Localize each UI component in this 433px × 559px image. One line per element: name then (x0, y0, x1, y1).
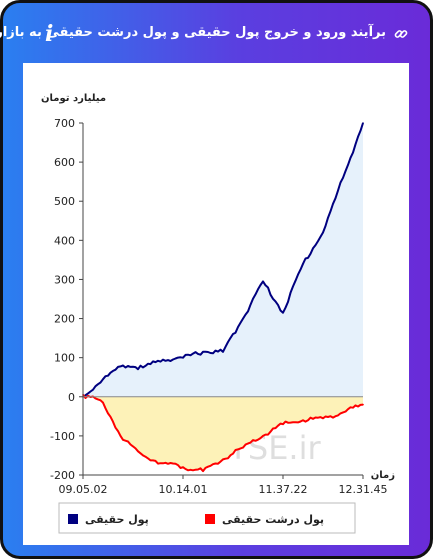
area-real (83, 123, 363, 397)
x-tick-label: 10.14.01 (159, 483, 208, 496)
legend-label-big: پول درشت حقیقی (222, 513, 324, 526)
data-point (362, 122, 364, 124)
data-point (222, 351, 224, 353)
y-tick-label: 300 (54, 273, 75, 286)
chart-panel: میلیارد تومان زمان LiveTSE.ir 700 600 500 4… (23, 63, 409, 545)
widget-title: برآیند ورود و خروج پول حقیقی و پول درشت … (0, 25, 386, 40)
legend-label-real: پول حقیقی (85, 513, 149, 526)
x-tick-label: 12.31.45 (339, 483, 388, 496)
y-axis-label: میلیارد تومان (41, 93, 106, 104)
data-point (162, 358, 164, 361)
data-point (302, 263, 304, 265)
chart: میلیارد تومان زمان LiveTSE.ir 7006005004… (41, 93, 395, 534)
legend-swatch-big (205, 514, 215, 524)
data-point (362, 403, 364, 406)
data-point (262, 435, 264, 437)
y-tick-label: -200 (50, 469, 75, 482)
area-big (83, 394, 363, 472)
data-point (142, 366, 144, 369)
data-point (242, 446, 244, 449)
data-point (242, 317, 244, 320)
legend-swatch-real (68, 514, 78, 524)
y-tick-label: 0 (68, 391, 75, 404)
data-point (182, 466, 184, 468)
x-tick-label: 09.05.02 (59, 483, 108, 496)
info-icon[interactable]: i (45, 21, 54, 47)
data-point (282, 311, 284, 314)
data-point (202, 351, 204, 353)
x-tick-label: 11.37.22 (259, 483, 308, 496)
y-tick-label: 200 (54, 313, 75, 326)
y-tick-label: -100 (50, 430, 75, 443)
data-point (282, 423, 284, 425)
data-point (122, 439, 124, 441)
data-point (262, 280, 264, 283)
data-point (102, 401, 104, 404)
data-point (182, 356, 184, 359)
data-point (342, 411, 344, 414)
y-tick-label: 500 (54, 195, 75, 208)
data-point (202, 470, 204, 472)
data-point (122, 364, 124, 367)
y-tick-label: 400 (54, 234, 75, 247)
data-point (142, 454, 144, 457)
widget-header: i برآیند ورود و خروج پول حقیقی و پول درش… (0, 3, 433, 63)
data-point (342, 176, 344, 179)
data-point (322, 231, 324, 234)
data-point (322, 417, 324, 420)
y-tick-label: 100 (54, 352, 75, 365)
data-point (162, 462, 164, 465)
y-tick-label: 600 (54, 156, 75, 169)
data-point (102, 378, 104, 380)
legend: پول حقیقی پول درشت حقیقی (58, 502, 356, 534)
link-icon[interactable] (394, 27, 408, 41)
data-point (222, 458, 224, 461)
data-point (302, 419, 304, 422)
y-tick-label: 700 (54, 117, 75, 130)
x-axis-label: زمان (371, 470, 395, 481)
